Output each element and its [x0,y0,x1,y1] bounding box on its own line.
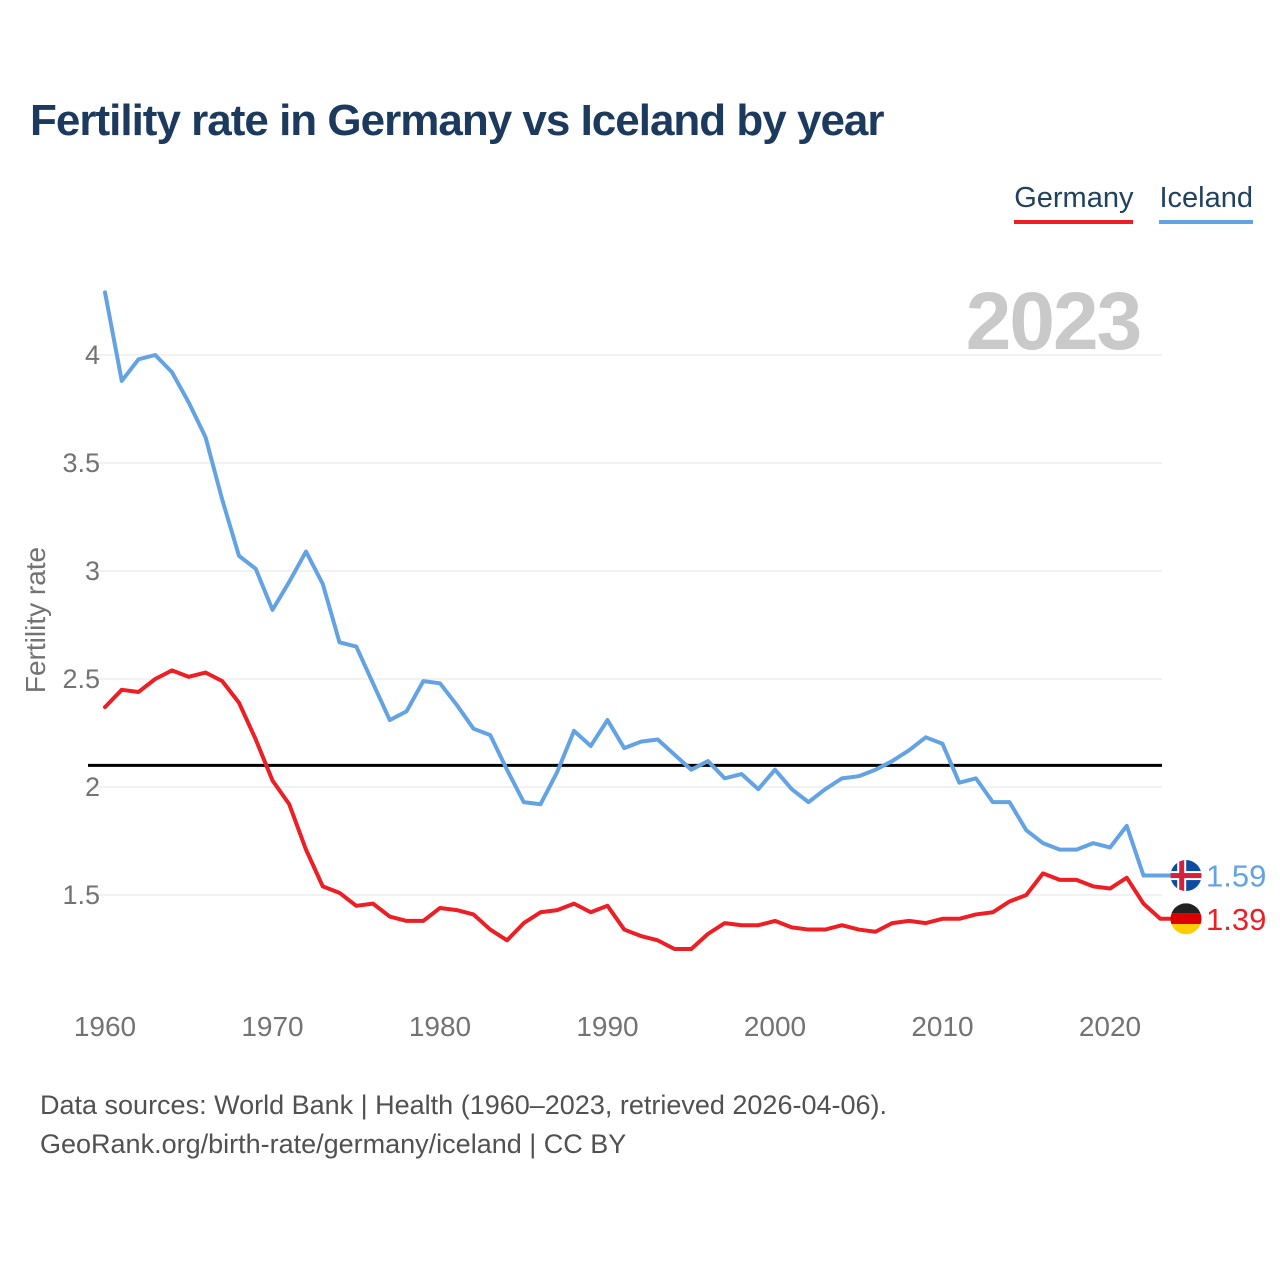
year-watermark: 2023 [966,276,1140,367]
x-tick-label: 1960 [74,1011,136,1042]
x-tick-label: 2010 [911,1011,973,1042]
y-tick-label: 2.5 [62,664,100,694]
y-tick-label: 2 [85,772,100,802]
source-attribution: Data sources: World Bank | Health (1960–… [40,1086,887,1164]
legend-germany-label: Germany [1014,182,1134,214]
source-line-1: Data sources: World Bank | Health (1960–… [40,1090,887,1120]
legend: Germany Iceland [1014,182,1253,224]
x-tick-label: 1970 [241,1011,303,1042]
x-tick-label: 1980 [409,1011,471,1042]
x-tick-label: 2000 [744,1011,806,1042]
germany-value-label: 1.39 [1206,902,1266,937]
x-tick-label: 1990 [576,1011,638,1042]
iceland-value-label: 1.59 [1206,859,1266,894]
source-line-2: GeoRank.org/birth-rate/germany/iceland |… [40,1129,627,1159]
y-tick-label: 4 [85,340,100,370]
legend-item-iceland[interactable]: Iceland [1159,182,1253,224]
legend-iceland-label: Iceland [1159,182,1253,214]
iceland-flag-icon [1170,860,1202,892]
germany-flag-icon [1170,903,1202,935]
y-tick-label: 3.5 [62,448,100,478]
y-tick-label: 3 [85,556,100,586]
legend-item-germany[interactable]: Germany [1014,182,1134,224]
iceland-line [103,290,1174,878]
x-tick-label: 2020 [1079,1011,1141,1042]
germany-line [103,668,1174,951]
y-axis-title: Fertility rate [20,547,51,693]
chart-title: Fertility rate in Germany vs Iceland by … [30,96,885,145]
y-tick-label: 1.5 [62,880,100,910]
